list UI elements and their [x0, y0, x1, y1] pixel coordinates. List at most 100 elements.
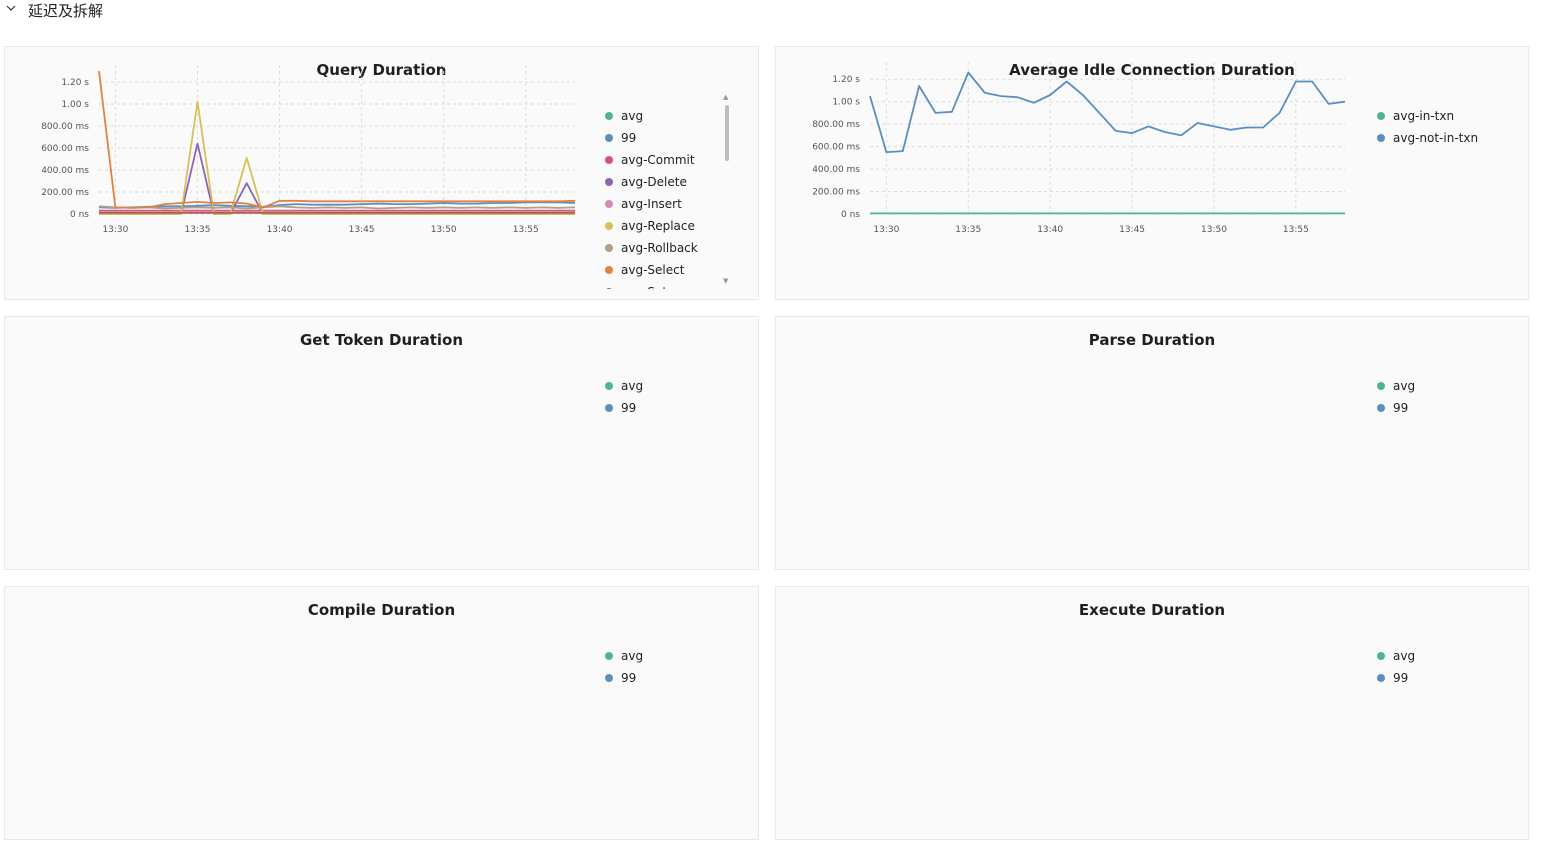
section-title: 延迟及拆解: [28, 1, 104, 20]
y-tick-label: 1.00 s: [832, 98, 860, 108]
series-line-avg-select[interactable]: [98, 70, 576, 209]
legend-label: avg-in-txn: [1393, 109, 1455, 123]
legend-item-avg-insert[interactable]: avg-Insert: [605, 193, 698, 215]
x-tick-label: 13:40: [1037, 225, 1063, 235]
legend-dot-icon: [1377, 382, 1385, 390]
chart-get-token-duration[interactable]: 1.50 µs1.00 µs0.50 µs0 µs13:3013:3513:40…: [5, 317, 760, 571]
chevron-down-icon[interactable]: [6, 3, 20, 16]
legend: avg 99: [1377, 645, 1415, 689]
legend-item-99[interactable]: 99: [605, 667, 643, 689]
legend-label: avg: [621, 379, 644, 393]
legend-item-avg-replace[interactable]: avg-Replace: [605, 215, 698, 237]
y-tick-label: 1.20 s: [832, 75, 860, 85]
x-tick-label: 13:45: [349, 225, 375, 235]
chart-parse-duration[interactable]: 600.00 µs500.00 µs400.00 µs300.00 µs200.…: [776, 317, 1530, 571]
scroll-up-icon[interactable]: ▲: [723, 93, 729, 101]
legend-item-99[interactable]: 99: [1377, 667, 1415, 689]
legend-label: avg: [1393, 649, 1416, 663]
legend: avg 99: [605, 375, 643, 419]
legend-dot-icon: [605, 222, 613, 230]
legend-label: avg-Delete: [621, 175, 687, 189]
legend-dot-icon: [605, 200, 613, 208]
legend-dot-icon: [605, 178, 613, 186]
legend-item-avg[interactable]: avg: [1377, 375, 1415, 397]
y-tick-label: 0 ns: [70, 210, 89, 220]
panel-title: Execute Duration: [1078, 601, 1226, 619]
legend-item-avg[interactable]: avg: [1377, 645, 1415, 667]
legend-dot-icon: [1377, 112, 1385, 120]
legend-label: avg-Insert: [621, 197, 682, 211]
legend-item-avg-commit[interactable]: avg-Commit: [605, 149, 698, 171]
y-tick-label: 200.00 ms: [41, 188, 89, 198]
legend: avg-in-txn avg-not-in-txn: [1377, 105, 1478, 149]
chart-compile-duration[interactable]: 8.00 ms6.00 ms4.00 ms2.00 ms0 ns13:3013:…: [5, 587, 760, 841]
legend-label: avg: [621, 649, 644, 663]
legend-dot-icon: [605, 112, 613, 120]
series-line-99[interactable]: [98, 201, 576, 209]
legend-scrollbar[interactable]: ▲ ▼: [723, 93, 731, 285]
y-tick-label: 600.00 ms: [812, 143, 860, 153]
legend-dot-icon: [1377, 134, 1385, 142]
legend-dot-icon: [605, 134, 613, 142]
series-line-avg-replace[interactable]: [99, 100, 575, 215]
legend-item-avg-set[interactable]: avg-Set: [605, 281, 698, 289]
legend-label: avg-Commit: [621, 153, 695, 167]
legend-item-avg-delete[interactable]: avg-Delete: [605, 171, 698, 193]
y-tick-label: 0 ns: [841, 210, 860, 220]
legend-item-avg-select[interactable]: avg-Select: [605, 259, 698, 281]
x-tick-label: 13:30: [873, 225, 899, 235]
legend-item-avg[interactable]: avg: [605, 105, 698, 127]
legend-label: 99: [621, 671, 637, 685]
legend-item-99[interactable]: 99: [605, 127, 698, 149]
legend: avg 99: [1377, 375, 1415, 419]
x-tick-label: 13:35: [185, 225, 211, 235]
legend-label: avg: [1393, 379, 1416, 393]
legend-label: avg-Select: [621, 263, 685, 277]
x-tick-label: 13:30: [102, 225, 128, 235]
legend-item-avg-in-txn[interactable]: avg-in-txn: [1377, 105, 1478, 127]
legend-label: 99: [1393, 671, 1409, 685]
series-line-avg-rollback[interactable]: [98, 205, 576, 210]
scroll-down-icon[interactable]: ▼: [723, 277, 729, 285]
legend-label: avg-Set: [621, 285, 667, 289]
legend-item-avg[interactable]: avg: [605, 645, 643, 667]
y-tick-label: 1.20 s: [61, 78, 89, 88]
scroll-thumb[interactable]: [725, 105, 729, 161]
legend-item-99[interactable]: 99: [1377, 397, 1415, 419]
legend-item-99[interactable]: 99: [605, 397, 643, 419]
y-tick-label: 800.00 ms: [41, 122, 89, 132]
chart-average-idle-connection-duration[interactable]: 1.20 s 1.00 s 800.00 ms 600.00 ms 400.00 ms 2…: [776, 47, 1530, 301]
x-tick-label: 13:50: [431, 225, 457, 235]
legend-dot-icon: [1377, 674, 1385, 682]
legend-label: 99: [621, 131, 637, 145]
y-tick-label: 800.00 ms: [812, 120, 860, 130]
legend-dot-icon: [605, 288, 613, 289]
legend-dot-icon: [605, 404, 613, 412]
y-tick-label: 400.00 ms: [812, 165, 860, 175]
legend-label: avg: [621, 109, 644, 123]
legend-item-avg-not-in-txn[interactable]: avg-not-in-txn: [1377, 127, 1478, 149]
legend-dot-icon: [605, 244, 613, 252]
legend-label: avg-Rollback: [621, 241, 698, 255]
legend-dot-icon: [605, 652, 613, 660]
legend-item-avg[interactable]: avg: [605, 375, 643, 397]
panel-title: Parse Duration: [1088, 331, 1216, 349]
y-tick-label: 400.00 ms: [41, 166, 89, 176]
legend-dot-icon: [605, 156, 613, 164]
legend-dot-icon: [605, 674, 613, 682]
panel-title: Get Token Duration: [299, 331, 463, 349]
y-tick-label: 200.00 ms: [812, 188, 860, 198]
legend-dot-icon: [1377, 652, 1385, 660]
series-line-avg-not-in-txn[interactable]: [869, 71, 1346, 154]
legend-label: avg-not-in-txn: [1393, 131, 1479, 145]
panel-average-idle-connection-duration: Average Idle Connection Duration 1.20 s 1.…: [775, 46, 1529, 300]
section-header[interactable]: 延迟及拆解: [6, 0, 103, 20]
x-tick-label: 13:40: [267, 225, 293, 235]
panel-title: Query Duration: [316, 61, 447, 79]
legend-dot-icon: [605, 266, 613, 274]
chart-query-duration[interactable]: 1.20 s 1.00 s 800.00 ms 600.00 ms 400.00 ms 2…: [5, 47, 760, 301]
legend-item-avg-rollback[interactable]: avg-Rollback: [605, 237, 698, 259]
